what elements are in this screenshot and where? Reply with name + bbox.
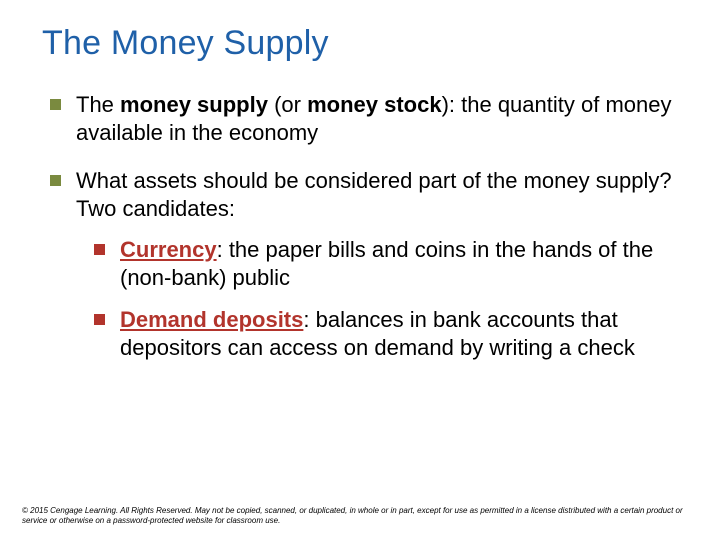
copyright-footer: © 2015 Cengage Learning. All Rights Rese… bbox=[22, 506, 698, 526]
text-fragment: (or bbox=[268, 92, 307, 117]
sub-bullet-item: Currency: the paper bills and coins in t… bbox=[94, 236, 678, 292]
slide-title: The Money Supply bbox=[42, 24, 678, 63]
sub-bullet-item: Demand deposits: balances in bank accoun… bbox=[94, 306, 678, 362]
bullet-list: The money supply (or money stock): the q… bbox=[48, 91, 678, 362]
bullet-item: The money supply (or money stock): the q… bbox=[48, 91, 678, 147]
term-text: Demand deposits bbox=[120, 307, 303, 332]
slide: The Money Supply The money supply (or mo… bbox=[0, 0, 720, 540]
text-fragment: The bbox=[76, 92, 120, 117]
text-fragment: What assets should be considered part of… bbox=[76, 168, 672, 221]
bullet-item: What assets should be considered part of… bbox=[48, 167, 678, 362]
slide-content: The money supply (or money stock): the q… bbox=[42, 91, 678, 362]
term-text: Currency bbox=[120, 237, 217, 262]
bold-text: money stock bbox=[307, 92, 442, 117]
sub-bullet-list: Currency: the paper bills and coins in t… bbox=[76, 236, 678, 363]
bold-text: money supply bbox=[120, 92, 268, 117]
